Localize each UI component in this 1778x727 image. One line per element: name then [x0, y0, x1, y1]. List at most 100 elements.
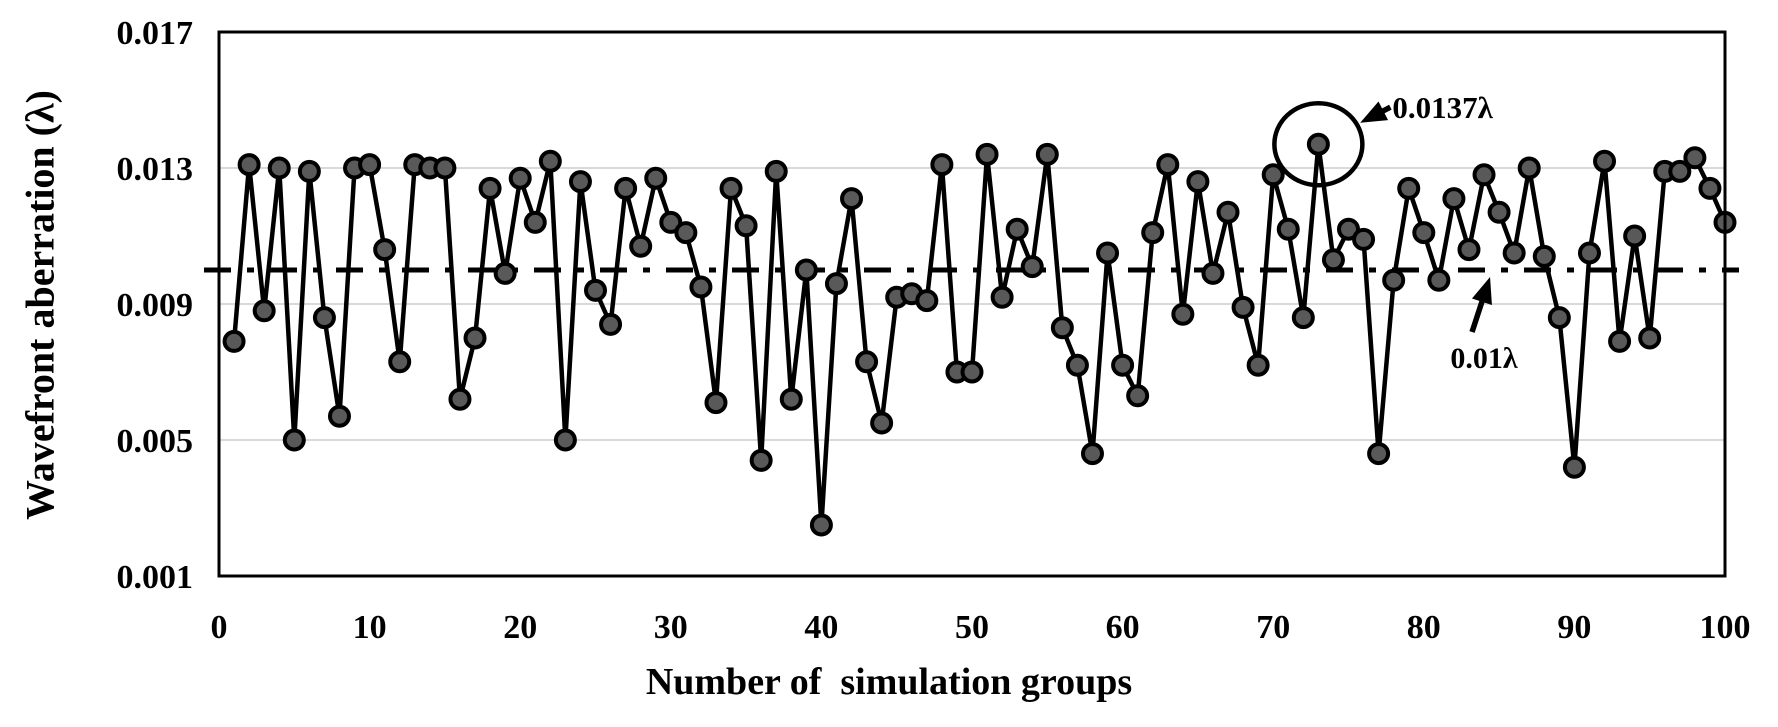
data-point — [1080, 442, 1104, 466]
x-axis-title: Number of simulation groups — [645, 661, 1133, 703]
data-point — [478, 176, 502, 200]
data-point — [870, 411, 894, 435]
data-point — [794, 258, 818, 282]
data-point — [614, 176, 638, 200]
data-point — [734, 214, 758, 238]
x-tick-label: 50 — [955, 609, 989, 646]
data-point — [1577, 241, 1601, 265]
data-point — [1442, 187, 1466, 211]
data-point — [493, 261, 517, 285]
data-point — [1096, 241, 1120, 265]
data-point — [553, 428, 577, 452]
data-point — [1502, 241, 1526, 265]
data-point — [584, 278, 607, 302]
data-point — [975, 142, 999, 166]
data-point — [1517, 156, 1541, 180]
data-point — [1291, 306, 1315, 330]
reference-annotation-arrow-head — [1471, 277, 1492, 305]
data-point — [1472, 163, 1496, 187]
x-tick-label: 80 — [1407, 609, 1441, 646]
data-point — [448, 387, 472, 411]
data-point — [1321, 248, 1345, 272]
x-tick-label: 40 — [804, 609, 838, 646]
data-point — [629, 234, 653, 258]
max-value-label: 0.0137λ — [1392, 90, 1493, 125]
x-tick-label: 10 — [353, 609, 387, 646]
data-point — [463, 326, 487, 350]
data-point — [508, 166, 532, 190]
data-point — [704, 391, 728, 415]
x-tick-label: 70 — [1256, 609, 1290, 646]
data-point — [1111, 353, 1135, 377]
data-point — [809, 513, 833, 537]
data-point — [1382, 268, 1406, 292]
x-tick-label: 60 — [1106, 609, 1140, 646]
data-point — [1668, 159, 1692, 183]
data-point — [1562, 455, 1586, 479]
series-line — [231, 141, 1728, 528]
data-point — [1457, 238, 1481, 262]
data-point — [719, 176, 743, 200]
data-point — [1020, 255, 1044, 279]
data-point — [252, 299, 276, 323]
data-point — [644, 166, 668, 190]
data-point — [599, 312, 623, 336]
data-point — [282, 428, 306, 452]
data-point — [1231, 295, 1255, 319]
data-point — [1683, 146, 1707, 170]
x-tick-label: 90 — [1557, 609, 1591, 646]
data-point — [1608, 329, 1632, 353]
y-tick-label: 0.005 — [117, 423, 194, 460]
data-point — [327, 404, 351, 428]
data-point — [1065, 353, 1089, 377]
y-tick-label: 0.001 — [117, 559, 194, 596]
data-point — [689, 275, 713, 299]
data-point — [1638, 326, 1662, 350]
data-point — [749, 448, 773, 472]
data-point — [297, 159, 321, 183]
data-point — [1126, 384, 1150, 408]
y-tick-label: 0.013 — [117, 151, 194, 188]
data-point — [764, 159, 788, 183]
data-point — [1547, 306, 1571, 330]
data-point — [538, 149, 562, 173]
data-point — [779, 387, 803, 411]
plot-frame — [217, 30, 1727, 578]
data-point — [1306, 132, 1330, 156]
data-point — [1005, 217, 1029, 241]
data-point — [388, 350, 412, 374]
data-point — [373, 238, 397, 262]
data-point — [1261, 163, 1285, 187]
data-point — [1201, 261, 1225, 285]
data-point — [1623, 224, 1647, 248]
data-point — [915, 289, 939, 313]
data-point — [1276, 217, 1300, 241]
data-point — [1532, 244, 1556, 268]
max-annotation-arrow-head — [1360, 101, 1389, 123]
data-point — [1412, 221, 1436, 245]
data-point — [433, 156, 457, 180]
data-point — [1156, 153, 1180, 177]
data-point — [930, 153, 954, 177]
data-point — [1352, 227, 1376, 251]
data-point — [1186, 170, 1210, 194]
data-point — [1141, 221, 1165, 245]
data-point — [990, 285, 1014, 309]
data-point — [1171, 302, 1195, 326]
data-point — [824, 272, 848, 296]
data-point — [1367, 442, 1391, 466]
data-point — [1050, 316, 1074, 340]
data-point — [1246, 353, 1270, 377]
max-circle-annotation — [1272, 100, 1365, 188]
data-point — [1698, 176, 1722, 200]
data-point — [855, 350, 879, 374]
data-point — [267, 156, 291, 180]
x-tick-label: 20 — [503, 609, 537, 646]
y-tick-label: 0.017 — [117, 15, 194, 52]
data-point — [312, 306, 336, 330]
data-point — [1427, 268, 1451, 292]
x-tick-label: 30 — [654, 609, 688, 646]
data-point — [674, 221, 698, 245]
